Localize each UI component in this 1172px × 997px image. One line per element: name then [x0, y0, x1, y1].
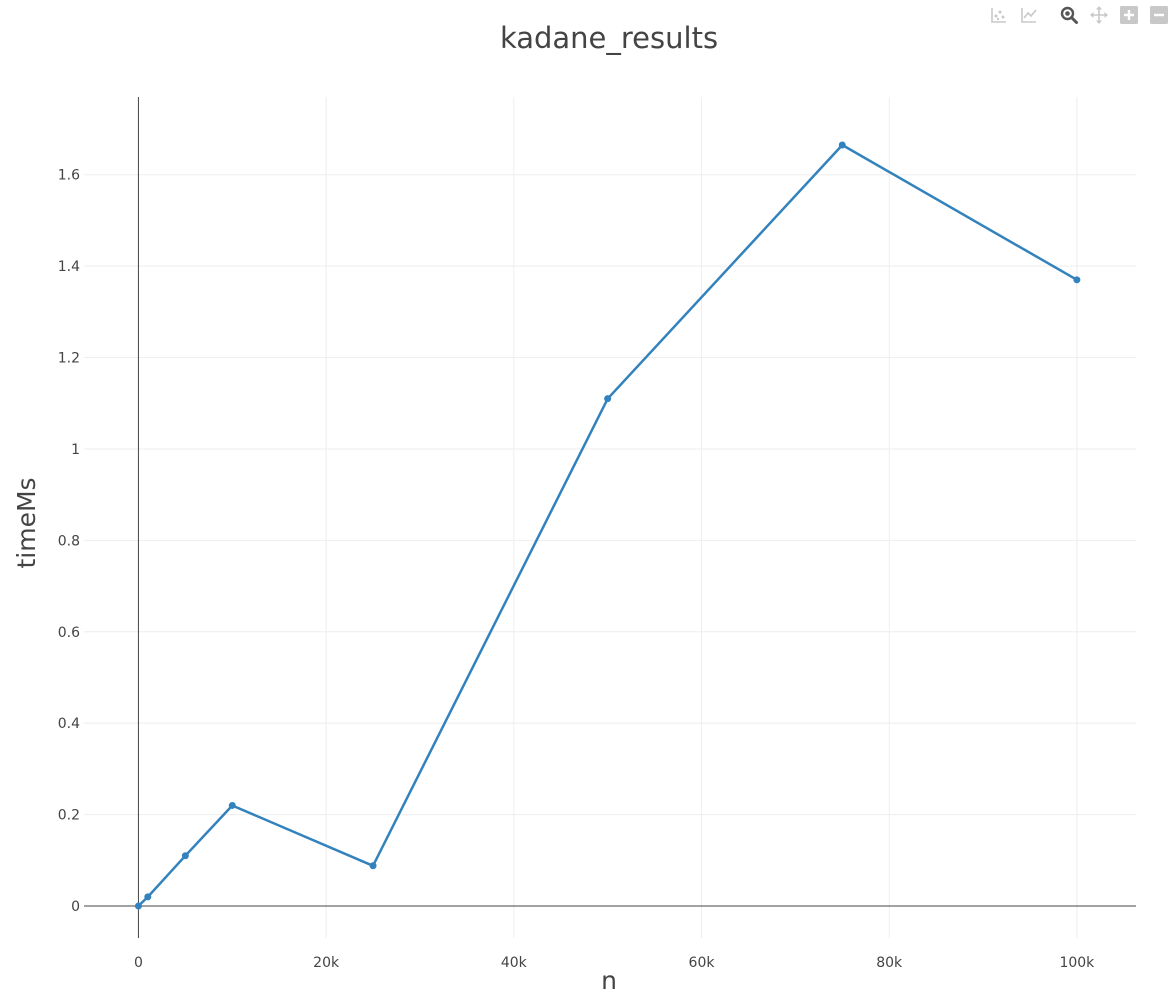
x-tick-label: 80k: [876, 955, 903, 971]
modebar-group-hover: [980, 4, 1040, 26]
series-group[interactable]: [134, 141, 1081, 910]
y-tick-label: 1.6: [58, 168, 80, 184]
data-point[interactable]: [181, 852, 189, 860]
zoom-in-icon: [1120, 6, 1138, 24]
zoom-out-button[interactable]: [1148, 4, 1170, 26]
y-axis-title: timeMs: [12, 477, 41, 568]
show-closest-icon: [1021, 8, 1037, 23]
y-tick-label: 0.4: [58, 716, 80, 732]
x-axis-title: n: [601, 966, 617, 995]
x-tick-label: 20k: [313, 955, 340, 971]
data-point[interactable]: [369, 862, 377, 870]
data-point[interactable]: [134, 902, 142, 910]
data-point[interactable]: [1073, 276, 1081, 284]
y-tick-label: 0: [71, 899, 80, 915]
pan-button[interactable]: [1088, 4, 1110, 26]
y-tick-label: 0.2: [58, 808, 80, 824]
zoom-in-button[interactable]: [1118, 4, 1140, 26]
data-point[interactable]: [838, 141, 846, 149]
y-tick-label: 1.2: [58, 351, 80, 367]
y-tick-label: 0.6: [58, 625, 80, 641]
show-closest-button[interactable]: [1018, 4, 1040, 26]
x-tick-label: 0: [134, 955, 143, 971]
axes: [84, 97, 1136, 938]
zoom-icon: [1060, 6, 1078, 24]
compare-data-button[interactable]: [988, 4, 1010, 26]
chart-title: kadane_results: [500, 21, 718, 55]
x-tick-label: 60k: [689, 955, 716, 971]
grid-lines: [84, 97, 1136, 938]
data-point[interactable]: [144, 893, 152, 901]
pan-icon: [1090, 6, 1108, 24]
x-tick-label: 40k: [501, 955, 528, 971]
series-line[interactable]: [137, 143, 1078, 907]
data-point[interactable]: [228, 801, 236, 809]
zoom-button[interactable]: [1058, 4, 1080, 26]
y-tick-label: 0.8: [58, 533, 80, 549]
zoom-out-icon: [1150, 6, 1168, 24]
data-point[interactable]: [604, 395, 612, 403]
compare-data-icon: [991, 8, 1006, 23]
tick-labels: 0 20k 40k 60k 80k 100k 0 0.2 0.4 0.6 0.8 1 1.2 1.4 1.6: [58, 168, 1095, 971]
x-tick-label: 100k: [1059, 955, 1095, 971]
y-tick-label: 1.4: [58, 259, 80, 275]
modebar-toolbar: [970, 2, 1170, 28]
y-tick-label: 1: [71, 442, 80, 458]
modebar-group-drag: [1050, 4, 1170, 26]
